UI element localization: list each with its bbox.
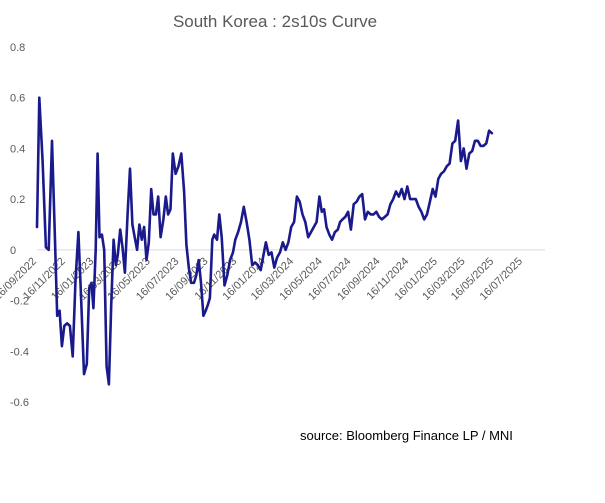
- y-tick-label: 0: [10, 245, 16, 257]
- y-tick-label: 0.4: [10, 143, 25, 155]
- series-line-0: [35, 96, 494, 386]
- y-tick-label: 0.2: [10, 194, 25, 206]
- y-tick-label: -0.4: [10, 346, 29, 358]
- y-axis-ticks: 0.8 0.6 0.4 0.2 0 -0.2 -0.4 -0.6: [10, 42, 29, 409]
- y-tick-label: -0.6: [10, 397, 29, 409]
- y-tick-label: 0.8: [10, 42, 25, 54]
- series-group: [35, 96, 494, 386]
- y-tick-label: -0.2: [10, 296, 29, 308]
- chart-title: South Korea : 2s10s Curve: [173, 12, 377, 31]
- source-annotation: source: Bloomberg Finance LP / MNI: [300, 428, 513, 443]
- y-tick-label: 0.6: [10, 93, 25, 105]
